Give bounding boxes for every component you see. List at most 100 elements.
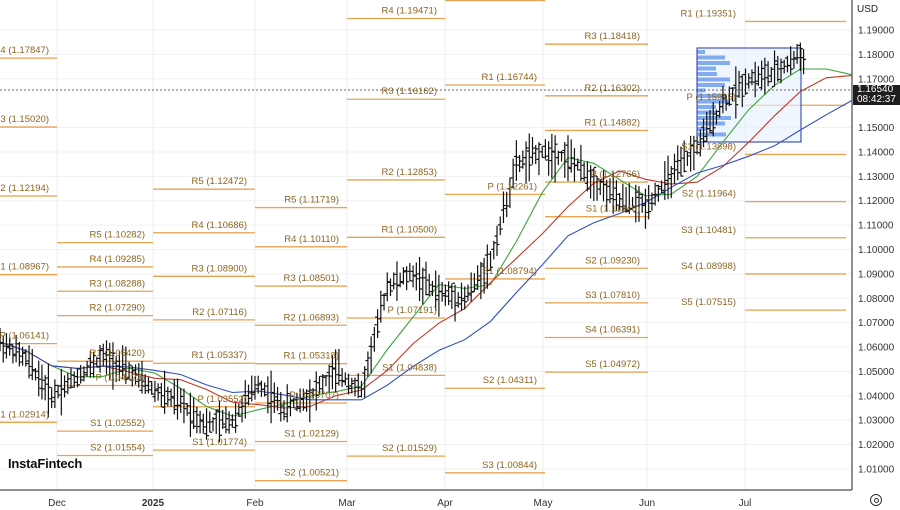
pivot-label: R1 (1.19351)	[681, 8, 736, 19]
pivot-label: R4 (1.10110)	[284, 234, 339, 245]
profile-row	[697, 61, 730, 65]
profile-row	[697, 66, 716, 71]
profile-row	[697, 88, 705, 93]
pivot-label: R4 (1.19471)	[382, 6, 437, 17]
pivot-label: R1 (1.10500)	[382, 224, 437, 235]
pivot-label: R1 (1.05420)	[90, 348, 145, 359]
pivot-label: R3 (1.16162)	[382, 86, 437, 97]
x-tick-label: Dec	[48, 498, 66, 509]
y-tick-label: 1.07000	[858, 318, 895, 329]
profile-row	[697, 50, 705, 54]
profile-row	[697, 77, 730, 82]
settings-icon[interactable]	[870, 494, 882, 506]
pivot-label: R3 (1.08288)	[90, 278, 145, 289]
pivot-label: P (1.12766)	[591, 169, 640, 180]
pivot-label: S2 (1.09230)	[585, 255, 640, 266]
pivot-label: S5 (1.04972)	[585, 359, 640, 370]
pivot-label: R1 (1.16744)	[482, 72, 537, 83]
pivot-label: S1 (1.04838)	[382, 362, 437, 373]
pivot-label: R2 (1.07116)	[192, 307, 247, 318]
pivot-label: R5 (1.11719)	[284, 195, 339, 206]
y-tick-label: 1.12000	[858, 196, 895, 207]
pivot-label: R3 (1.08501)	[284, 273, 339, 284]
y-tick-label: 1.13000	[858, 172, 895, 183]
pivot-label: R2 (1.06893)	[284, 312, 339, 323]
pivot-label: S1 (1.02129)	[284, 428, 339, 439]
pivot-label: S2 (1.01554)	[90, 442, 145, 453]
profile-row	[697, 127, 706, 131]
profile-row	[697, 83, 725, 87]
pivot-label: R3 (1.08900)	[192, 263, 247, 274]
pivot-label: S3 (1.00844)	[482, 460, 537, 471]
pivot-label: S1 (1.01774)	[192, 437, 247, 448]
profile-row	[697, 121, 725, 126]
y-tick-label: 1.02000	[858, 440, 895, 451]
x-tick-label: Jul	[739, 498, 752, 509]
pivot-label: S4 (1.08998)	[681, 261, 736, 272]
pivot-label: S2 (1.00521)	[284, 468, 339, 479]
x-tick-label: Mar	[338, 498, 356, 509]
pivot-label: S1 (1.11346)	[586, 204, 640, 215]
y-tick-label: 1.05000	[858, 367, 895, 378]
pivot-label: R2 (1.16302)	[585, 83, 640, 94]
y-tick-label: 1.09000	[858, 269, 895, 280]
x-tick-label: Jun	[639, 498, 655, 509]
pivot-label: R4 (1.10686)	[192, 220, 247, 231]
profile-row	[697, 72, 717, 76]
pivot-label: S2 (1.04311)	[483, 375, 537, 386]
y-tick-label: 1.15000	[858, 123, 895, 134]
last-price-value: 1.16540	[857, 84, 894, 95]
pivot-label: R1 (1.05337)	[192, 350, 247, 361]
pivot-label: P (1.03552)	[198, 394, 247, 405]
y-tick-label: 1.01000	[858, 465, 895, 476]
profile-row	[697, 55, 725, 60]
brand-logo: InstaFintech	[8, 456, 83, 471]
countdown-timer: 08:42:37	[857, 94, 896, 105]
y-tick-label: 1.04000	[858, 391, 895, 402]
x-tick-label: Apr	[437, 498, 453, 509]
y-tick-label: 1.11000	[858, 221, 894, 232]
pivot-label: R1 (1.14882)	[585, 117, 640, 128]
x-tick-label: May	[534, 498, 553, 509]
price-bars	[0, 42, 807, 443]
pivot-label: R2 (1.12194)	[0, 183, 49, 194]
pivot-label: P (1.07191)	[388, 305, 437, 316]
pivot-label: R3 (1.15020)	[0, 114, 49, 125]
y-axis: 1.19000 1.18000 1.17000 1.15000 1.14000 1.130…	[858, 26, 895, 476]
pivot-label: S2 (1.01529)	[382, 443, 437, 454]
pivot-label: P (1.15915)	[687, 92, 736, 103]
x-tick-label: Feb	[246, 498, 264, 509]
profile-row	[697, 105, 716, 109]
profile-row	[697, 94, 726, 98]
pivot-label: R1 (1.05318)	[284, 351, 339, 362]
currency-selector[interactable]: USD	[857, 4, 879, 15]
pivot-label: S3 (1.07810)	[585, 290, 640, 301]
last-price-tag: 1.16540 08:42:37	[853, 85, 900, 105]
pivot-label: S2 (1.11964)	[682, 189, 736, 200]
pivot-label: R4 (1.09285)	[90, 254, 145, 265]
y-tick-label: 1.18000	[858, 50, 895, 61]
profile-row	[697, 99, 730, 104]
y-tick-label: 1.14000	[858, 147, 895, 158]
pivot-label: S1 (1.02914)	[0, 409, 49, 420]
pivot-label: R2 (1.07290)	[90, 303, 145, 314]
pivot-label: P (1.12261)	[488, 181, 537, 192]
pivot-label: P (1.06141)	[0, 331, 49, 342]
y-tick-label: 1.03000	[858, 416, 895, 427]
pivot-label: R5 (1.10282)	[90, 230, 145, 241]
pivot-label: S4 (1.06391)	[585, 325, 640, 336]
pivot-label: R1 (1.08967)	[0, 262, 49, 273]
y-tick-label: 1.08000	[858, 294, 895, 305]
pivot-label: P (1.04423)	[96, 373, 145, 384]
x-axis: Dec 2025 Feb Mar Apr May Jun Jul	[48, 498, 751, 509]
pivot-label: S1 (1.13898)	[681, 141, 736, 152]
pivot-label: R2 (1.12853)	[382, 167, 437, 178]
y-tick-label: 1.17000	[858, 74, 895, 85]
x-tick-label: 2025	[142, 498, 165, 509]
pivot-levels	[0, 0, 846, 482]
pivot-label: R5 (1.12472)	[192, 176, 247, 187]
pivot-label: P (1.03707)	[290, 390, 339, 401]
y-tick-label: 1.06000	[858, 343, 895, 354]
pivot-label: S1 (1.08794)	[482, 266, 537, 277]
